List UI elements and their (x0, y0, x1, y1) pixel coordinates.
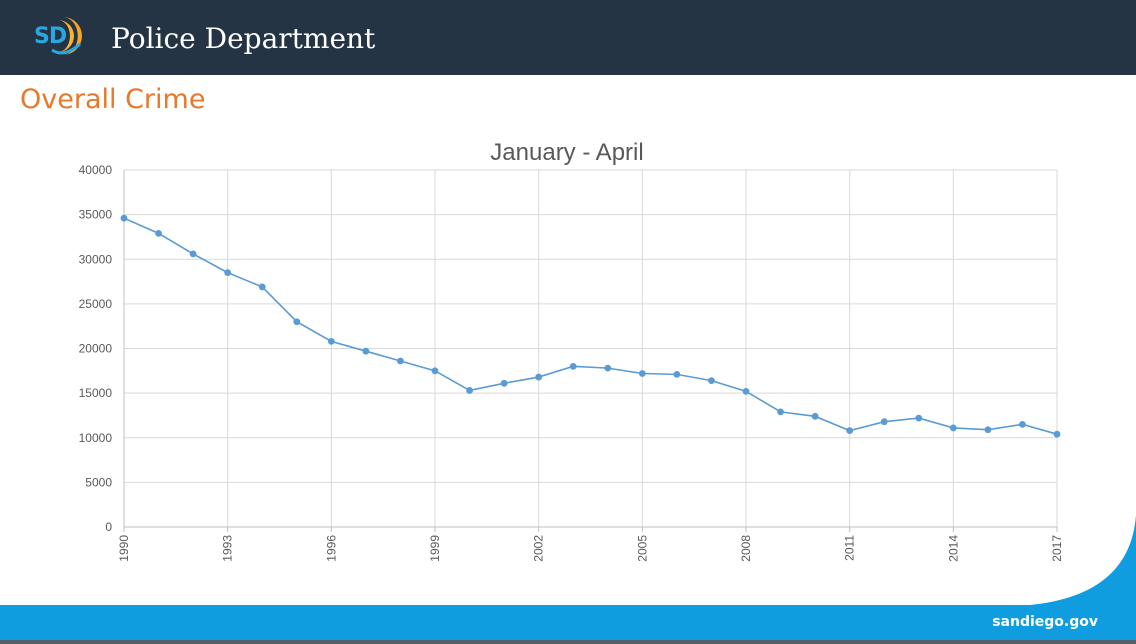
data-point (777, 408, 784, 416)
data-point (258, 283, 266, 291)
data-point (984, 426, 992, 434)
data-point (742, 387, 750, 395)
data-point (500, 379, 508, 387)
y-tick-label: 10000 (79, 431, 113, 445)
y-tick-label: 35000 (79, 208, 113, 222)
y-tick-label: 20000 (79, 342, 113, 356)
data-point (1019, 420, 1026, 428)
header-bar: SD Police Department (0, 0, 1136, 75)
footer-wave-decoration (1030, 515, 1136, 605)
y-tick-label: 40000 (79, 163, 113, 177)
data-point (362, 347, 370, 355)
y-tick-label: 0 (105, 520, 112, 534)
y-tick-label: 15000 (79, 386, 113, 400)
line-chart: January - April 0 5000 10000 15000 20000 2500… (79, 139, 1064, 562)
data-point (949, 424, 957, 432)
data-point (224, 269, 232, 277)
y-tick-label: 25000 (79, 297, 113, 311)
data-point (811, 412, 819, 420)
x-tick-label: 1999 (428, 535, 442, 562)
footer-divider (0, 640, 1136, 644)
sun-logo-icon (51, 17, 82, 55)
series-line (123, 217, 1058, 435)
x-tick-label: 2008 (739, 535, 753, 562)
data-point (327, 337, 335, 345)
data-point (708, 377, 715, 385)
data-point (155, 229, 162, 237)
logo-text: SD (34, 24, 67, 49)
section-title: Overall Crime (20, 84, 206, 115)
data-point (397, 357, 404, 365)
x-tick-label: 2017 (1050, 535, 1064, 562)
data-point (673, 370, 681, 378)
x-tick-label: 2011 (843, 535, 857, 561)
x-tick-label: 1993 (221, 535, 235, 562)
data-point (535, 373, 543, 381)
data-point (189, 250, 197, 258)
data-point (1053, 430, 1061, 438)
page-title: Police Department (111, 22, 376, 55)
data-point (120, 214, 128, 222)
y-tick-label: 30000 (79, 252, 113, 266)
footer-site-link[interactable]: sandiego.gov (992, 614, 1098, 630)
data-point (846, 427, 854, 435)
data-point (880, 418, 888, 426)
x-tick-label: 1990 (117, 535, 131, 562)
data-point (604, 364, 612, 372)
data-point (466, 387, 473, 394)
data-point (293, 318, 301, 326)
footer-bar (0, 605, 1136, 640)
chart-title: January - April (490, 139, 643, 166)
data-point (431, 367, 439, 375)
data-point (915, 414, 923, 422)
data-point (638, 370, 646, 377)
san-diego-logo[interactable]: SD (30, 14, 86, 60)
x-tick-label: 2002 (532, 535, 546, 562)
data-point (569, 362, 577, 370)
y-tick-label: 5000 (85, 475, 112, 489)
x-tick-label: 1996 (324, 535, 338, 562)
x-tick-label: 2005 (635, 535, 649, 562)
x-tick-label: 2014 (946, 535, 960, 562)
